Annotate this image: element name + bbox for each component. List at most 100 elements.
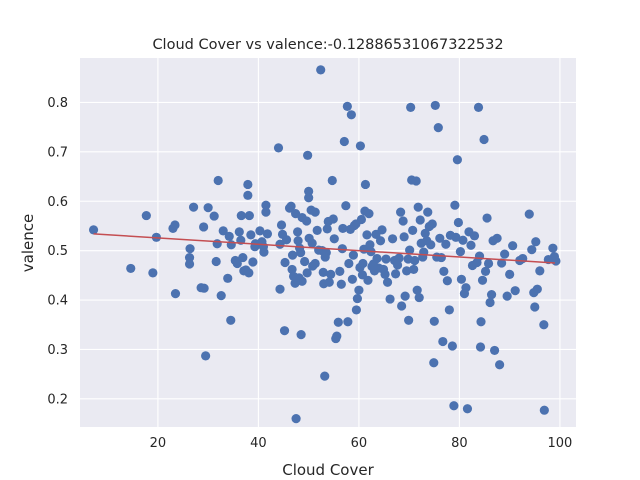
data-point [438, 336, 448, 347]
data-point [300, 256, 310, 267]
data-point [226, 240, 236, 250]
data-point [304, 186, 314, 196]
data-point [415, 215, 425, 225]
data-point [310, 258, 320, 269]
data-point [479, 134, 489, 145]
data-point [372, 253, 382, 264]
data-point [185, 244, 195, 254]
data-point [500, 249, 510, 259]
data-point [255, 226, 265, 236]
y-tick-label: 0.3 [47, 343, 68, 358]
data-point [461, 283, 471, 293]
data-point [450, 200, 460, 210]
data-point [354, 285, 364, 295]
data-point [244, 210, 254, 221]
data-point [273, 143, 284, 153]
data-point [475, 342, 486, 352]
data-point [170, 220, 180, 230]
data-point [287, 264, 297, 275]
data-point [321, 248, 331, 258]
data-point [199, 222, 209, 232]
data-point [381, 254, 391, 264]
data-point [409, 264, 419, 275]
data-point [358, 258, 368, 269]
data-point [486, 290, 497, 300]
data-point [333, 317, 343, 327]
data-point [224, 231, 234, 241]
data-point [495, 360, 505, 370]
data-point [320, 371, 330, 381]
data-point [400, 291, 410, 301]
x-tick-label: 100 [548, 436, 573, 451]
data-point [296, 330, 306, 340]
data-point [236, 210, 246, 221]
data-point [312, 225, 322, 235]
data-point [292, 227, 303, 237]
data-point [184, 259, 195, 269]
data-point [375, 236, 386, 246]
data-point [433, 123, 443, 133]
data-point [326, 269, 336, 279]
data-point [322, 224, 332, 234]
data-point [539, 320, 549, 330]
x-tick-labels: 20 40 60 80 100 [150, 436, 573, 451]
data-point [316, 65, 326, 75]
data-point [551, 256, 561, 266]
data-point [456, 274, 467, 284]
data-point [275, 284, 285, 294]
data-point [480, 266, 491, 276]
data-point [396, 207, 406, 217]
data-point [492, 233, 502, 243]
data-point [170, 289, 181, 299]
data-point [293, 236, 303, 246]
y-tick-label: 0.8 [47, 96, 68, 111]
data-point [243, 179, 253, 190]
data-point [469, 231, 480, 241]
data-point [462, 404, 473, 414]
data-point [430, 100, 440, 111]
data-point [497, 258, 507, 268]
x-axis-label: Cloud Cover [282, 461, 374, 479]
data-point [328, 214, 338, 224]
data-point [351, 305, 361, 315]
data-point [291, 414, 301, 424]
y-tick-label: 0.4 [47, 294, 68, 309]
data-point [343, 317, 353, 327]
data-point [427, 219, 437, 229]
data-point [482, 213, 492, 223]
data-point [232, 258, 242, 269]
y-tick-label: 0.6 [47, 195, 68, 210]
data-point [262, 229, 273, 239]
data-point [338, 223, 348, 234]
data-point [410, 255, 420, 266]
data-point [234, 227, 244, 237]
x-tick-label: 80 [451, 436, 468, 451]
data-point [453, 217, 464, 228]
data-point [436, 252, 446, 263]
data-point [352, 293, 362, 304]
data-point [226, 315, 236, 325]
data-point [324, 277, 334, 287]
data-point [452, 155, 463, 165]
data-point [548, 243, 558, 253]
data-point [455, 247, 466, 257]
data-point [402, 266, 412, 276]
data-point [382, 277, 393, 287]
data-point [297, 276, 307, 286]
data-point [505, 269, 515, 279]
data-point [414, 292, 424, 303]
x-tick-label: 40 [250, 436, 267, 451]
data-point [360, 179, 371, 190]
data-point [532, 284, 542, 294]
data-point [347, 274, 357, 284]
data-point [385, 294, 395, 304]
data-point [335, 266, 345, 276]
data-point [466, 240, 476, 250]
data-point [444, 305, 454, 315]
data-point [442, 276, 452, 286]
data-point [248, 257, 258, 267]
data-point [510, 286, 520, 296]
trend-line-group [93, 233, 555, 264]
data-point [394, 253, 404, 263]
